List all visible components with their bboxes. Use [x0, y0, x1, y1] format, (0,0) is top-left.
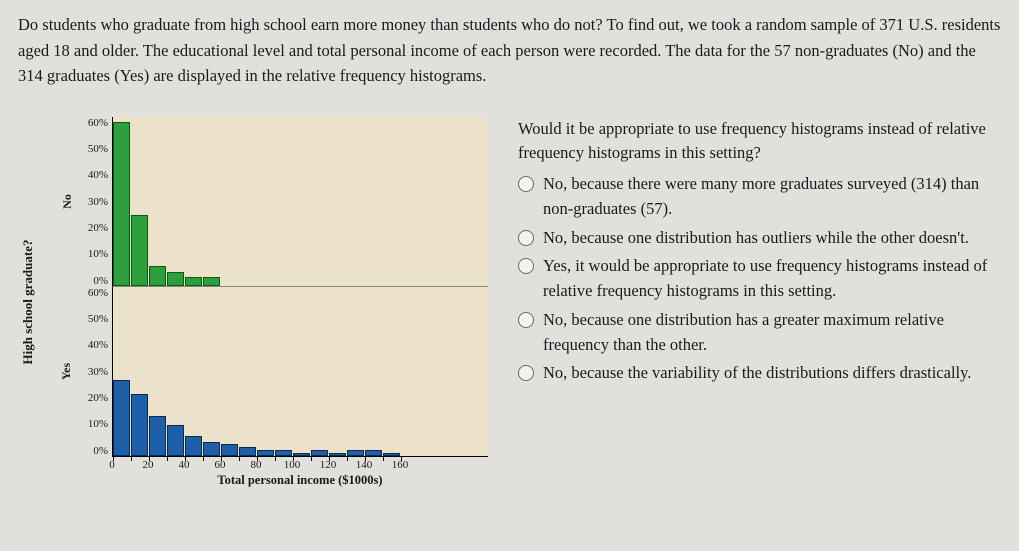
panel-yes-plot: [112, 287, 488, 457]
choice-2[interactable]: No, because one distribution has outlier…: [518, 226, 1001, 251]
ytick: 60%: [76, 287, 108, 299]
xtick: 100: [274, 459, 310, 471]
choice-text: No, because there were many more graduat…: [543, 172, 1001, 222]
xtick: 60: [202, 459, 238, 471]
histogram-bar: [257, 450, 274, 456]
histogram-bar: [239, 447, 256, 455]
radio-icon[interactable]: [518, 258, 534, 274]
histogram-bar: [113, 380, 130, 456]
histogram-bar: [365, 450, 382, 456]
answer-block: Would it be appropriate to use frequency…: [518, 107, 1001, 488]
panel-yes: Yes 60% 50% 40% 30% 20% 10% 0%: [58, 287, 488, 457]
y-axis-outer-label: High school graduate?: [20, 240, 36, 365]
choice-5[interactable]: No, because the variability of the distr…: [518, 361, 1001, 386]
radio-icon[interactable]: [518, 230, 534, 246]
choice-1[interactable]: No, because there were many more graduat…: [518, 172, 1001, 222]
xtick: 160: [382, 459, 418, 471]
histogram-bar: [203, 277, 220, 285]
histogram-bar: [329, 453, 346, 456]
histogram-bar: [221, 444, 238, 455]
ytick: 50%: [76, 143, 108, 155]
panel-yes-yticks: 60% 50% 40% 30% 20% 10% 0%: [76, 287, 112, 457]
ytick: 20%: [76, 392, 108, 404]
ytick: 30%: [76, 366, 108, 378]
ytick: 40%: [76, 169, 108, 181]
ytick: 40%: [76, 339, 108, 351]
choice-text: No, because one distribution has outlier…: [543, 226, 969, 251]
ytick: 0%: [76, 275, 108, 287]
histogram-bar: [131, 215, 148, 285]
radio-icon[interactable]: [518, 365, 534, 381]
choice-text: Yes, it would be appropriate to use freq…: [543, 254, 1001, 304]
histogram-bar: [311, 450, 328, 456]
histogram-bar: [275, 450, 292, 456]
xtick: 120: [310, 459, 346, 471]
ytick: 10%: [76, 248, 108, 260]
histogram-bar: [383, 453, 400, 456]
x-axis-label: Total personal income ($1000s): [112, 473, 488, 488]
choice-3[interactable]: Yes, it would be appropriate to use freq…: [518, 254, 1001, 304]
ytick: 20%: [76, 222, 108, 234]
histogram-bar: [185, 436, 202, 456]
histogram-bar: [203, 442, 220, 456]
histogram-bar: [149, 266, 166, 286]
panel-no-label: No: [58, 117, 76, 287]
xtick: 40: [166, 459, 202, 471]
ytick: 50%: [76, 313, 108, 325]
histogram-bar: [293, 453, 310, 456]
histogram-bar: [167, 425, 184, 456]
answer-prompt: Would it be appropriate to use frequency…: [518, 117, 1001, 167]
xtick: 0: [94, 459, 130, 471]
panel-no-yticks: 60% 50% 40% 30% 20% 10% 0%: [76, 117, 112, 287]
choice-text: No, because one distribution has a great…: [543, 308, 1001, 358]
panel-no-plot: [112, 117, 488, 287]
histogram-bar: [113, 122, 130, 285]
histogram-bar: [149, 416, 166, 455]
content-row: High school graduate? No 60% 50% 40% 30% 20%…: [18, 107, 1001, 488]
histogram-bar: [131, 394, 148, 456]
ytick: 0%: [76, 445, 108, 457]
histogram-bar: [167, 272, 184, 286]
histogram-bar: [185, 277, 202, 285]
panel-yes-label: Yes: [58, 287, 76, 457]
xtick: 80: [238, 459, 274, 471]
histograms: High school graduate? No 60%50%40%30%20%…: [58, 117, 488, 488]
xtick: 20: [130, 459, 166, 471]
radio-icon[interactable]: [518, 312, 534, 328]
question-text: Do students who graduate from high schoo…: [18, 12, 1001, 89]
choice-4[interactable]: No, because one distribution has a great…: [518, 308, 1001, 358]
choice-text: No, because the variability of the distr…: [543, 361, 971, 386]
ytick: 30%: [76, 196, 108, 208]
xtick: 140: [346, 459, 382, 471]
ytick: 10%: [76, 418, 108, 430]
radio-icon[interactable]: [518, 176, 534, 192]
histogram-bar: [347, 450, 364, 456]
panel-no: No 60% 50% 40% 30% 20% 10% 0%: [58, 117, 488, 287]
ytick: 60%: [76, 117, 108, 129]
x-ticks: 020406080100120140160: [112, 457, 488, 471]
